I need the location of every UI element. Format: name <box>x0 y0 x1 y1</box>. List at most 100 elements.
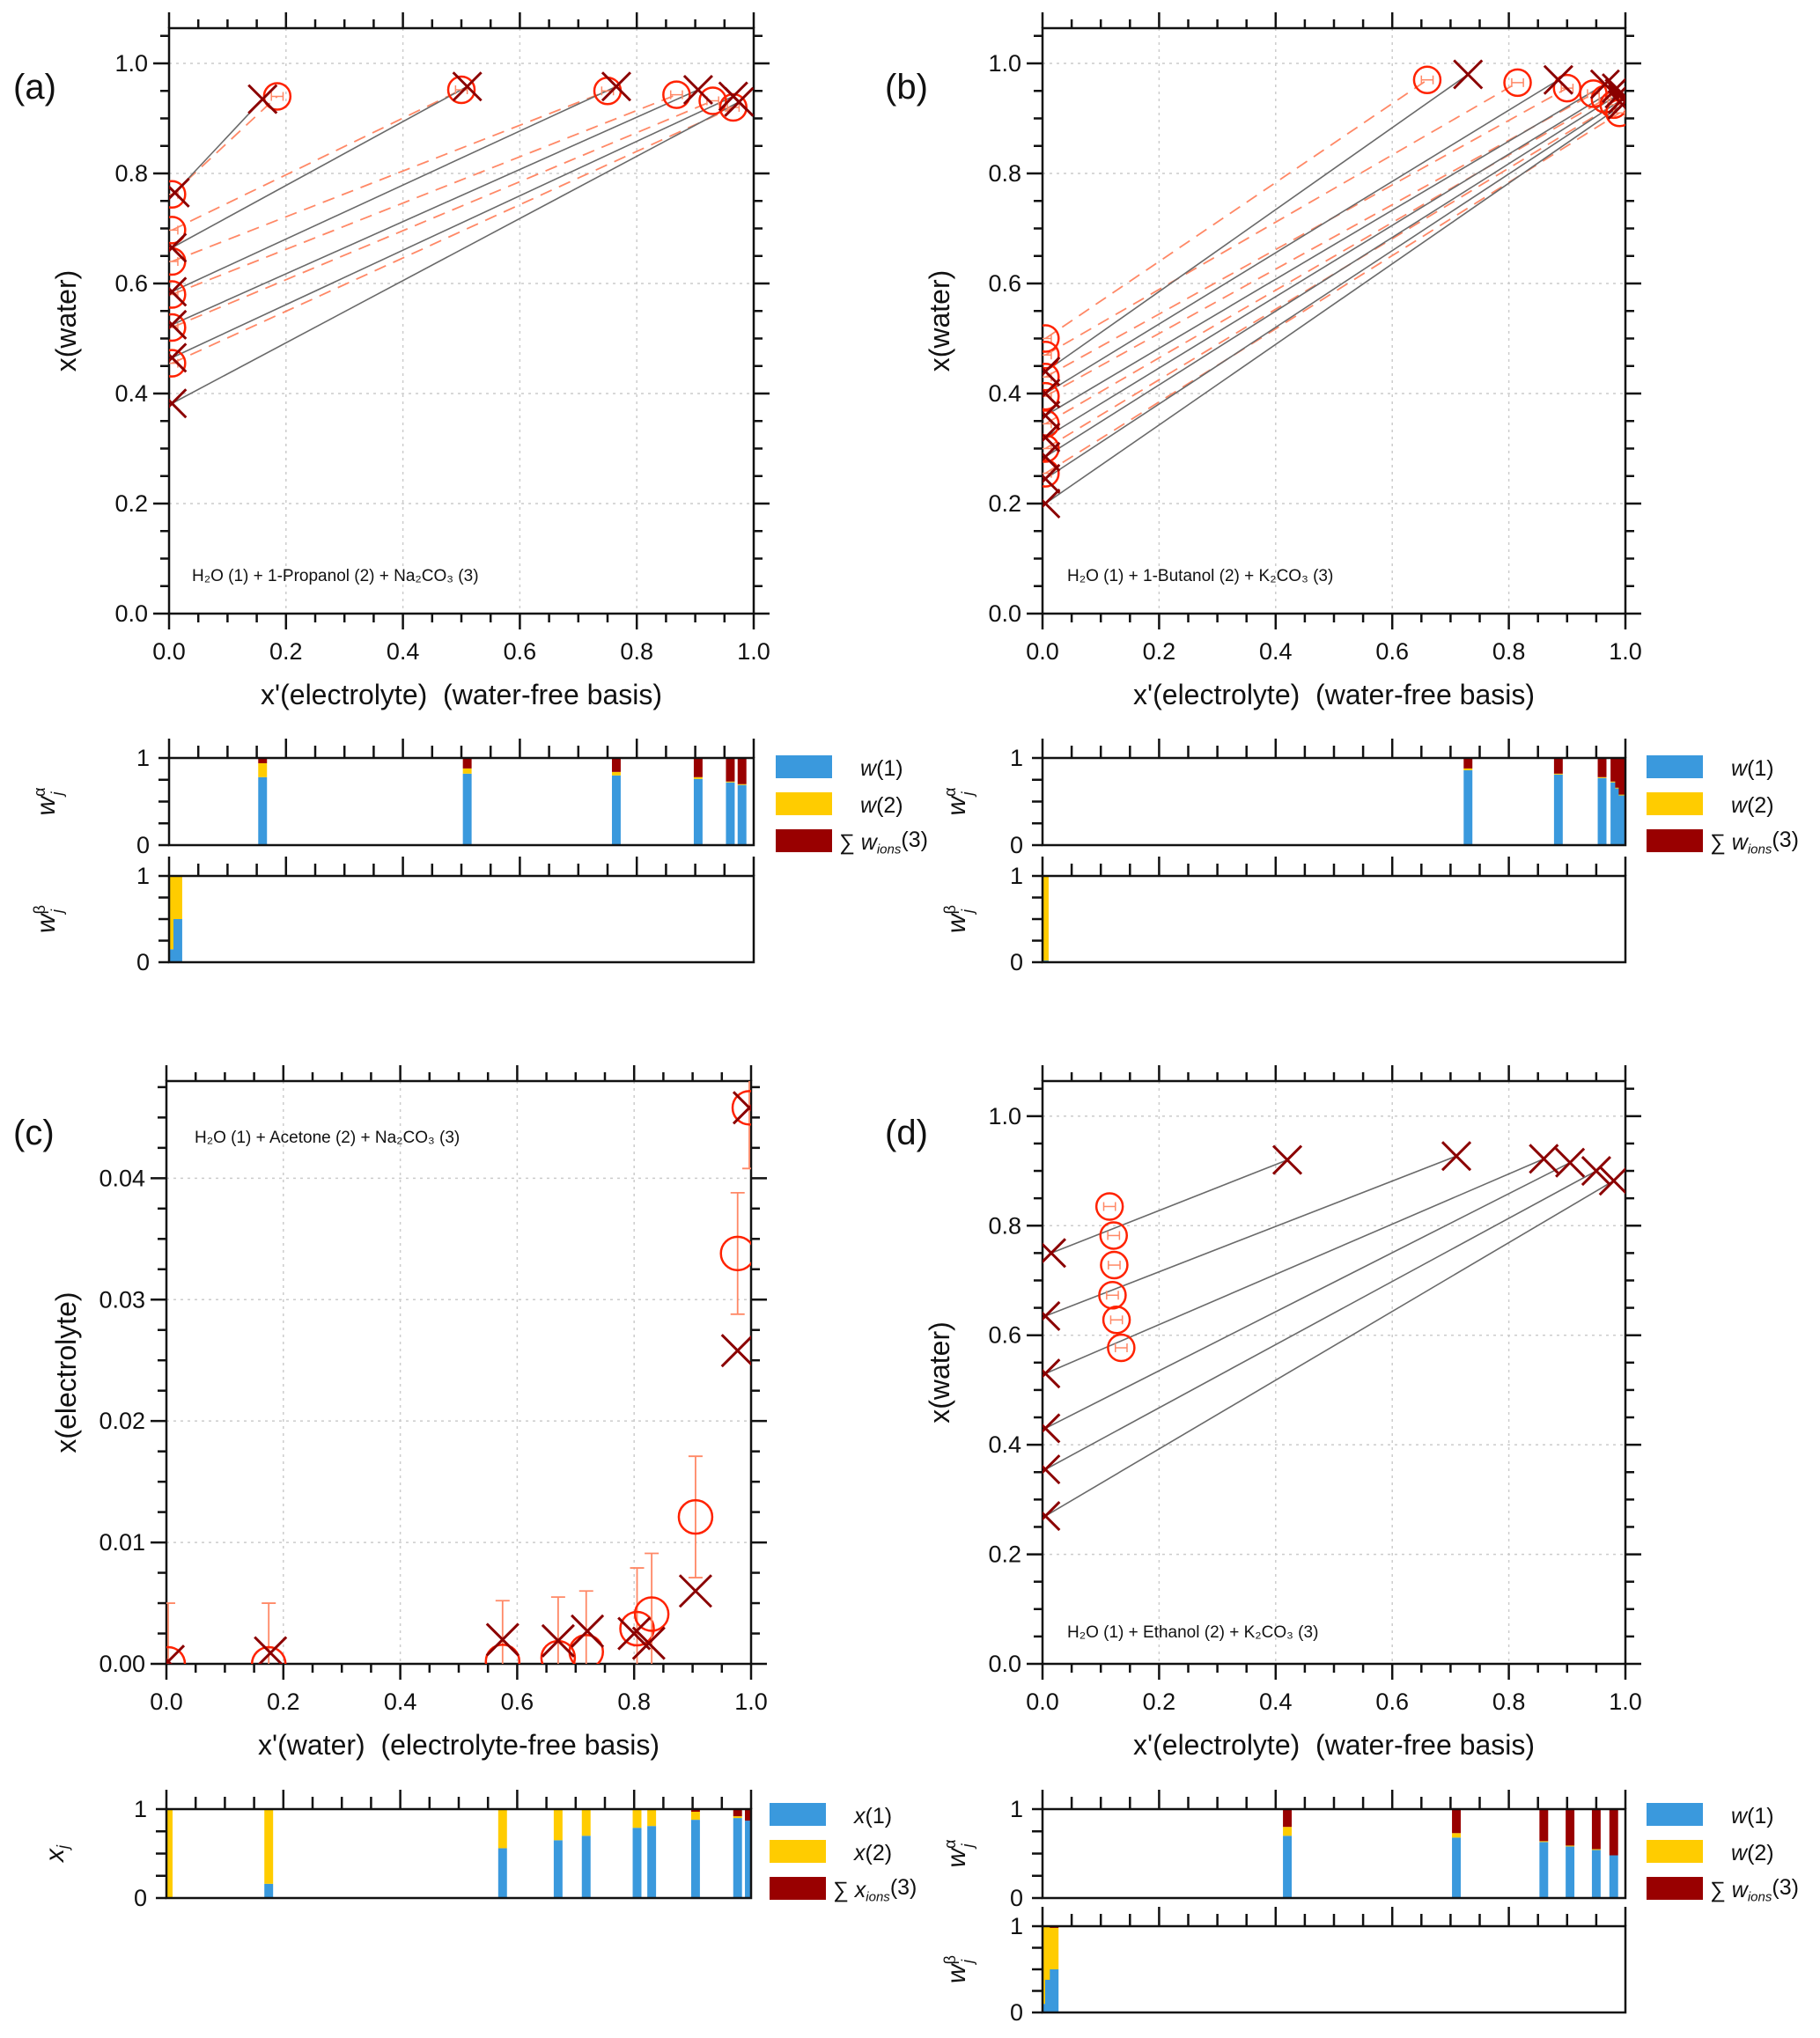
label-sub: ions <box>866 1890 890 1905</box>
cross-stroke <box>1043 422 1061 443</box>
legend-label: ∑ wions(3) <box>1710 828 1799 857</box>
data-layer <box>166 1081 751 1664</box>
bar-ticks <box>1032 857 1627 964</box>
label-sup: β <box>941 905 959 914</box>
bar-layer <box>1283 1809 1618 1898</box>
label-suffix: (1) <box>1747 1804 1774 1828</box>
cross-stroke <box>541 1623 575 1658</box>
model-tie-line <box>171 89 699 326</box>
stacked-bar <box>553 1809 563 1898</box>
y-tick-label: 0.8 <box>114 160 148 187</box>
exp-tie-line <box>1044 79 1428 340</box>
label-sup: α <box>941 1839 959 1848</box>
ticks <box>153 12 770 629</box>
label-base: w <box>861 830 879 855</box>
model-point <box>601 71 632 102</box>
label-base: w <box>860 756 878 781</box>
exp-tie-line <box>1044 82 1518 357</box>
bar-segment-ions <box>611 758 621 772</box>
model-point <box>1043 1500 1061 1532</box>
bar-segment-component-2 <box>1050 1927 1059 1969</box>
model-point <box>1043 463 1061 494</box>
ticks <box>1027 1065 1641 1680</box>
exp-point <box>166 1602 187 1664</box>
label-suffix: (1) <box>876 756 903 781</box>
bar-segment-component-1 <box>1618 795 1625 845</box>
legend-swatch <box>776 792 832 815</box>
label-sub: j <box>48 791 66 798</box>
x-tick-label: 0.2 <box>1143 1689 1176 1715</box>
bar-layer <box>166 1809 751 1898</box>
x-tick-label: 0.2 <box>267 1689 300 1715</box>
exp-circle <box>169 280 187 309</box>
cross-stroke <box>257 1636 288 1664</box>
bar-ticks <box>1032 739 1627 847</box>
label-sub: ions <box>1748 1890 1772 1905</box>
legend-item: w(2) <box>1647 792 1774 818</box>
y-tick-label: 0.01 <box>99 1529 145 1556</box>
model-point <box>169 388 188 419</box>
exp-point <box>633 1552 670 1664</box>
bar-segment-component-2 <box>690 1812 700 1821</box>
panel-b: (b) 0.0 0.2 0.4 0.6 0.8 1.0 0.0 0.2 0.4 0.6 0.8 1.0 x… <box>885 12 1799 975</box>
cross-stroke <box>720 1335 751 1368</box>
exp-circle <box>719 1235 751 1272</box>
bar-segment-ions <box>258 758 268 763</box>
bar-segment-component-2 <box>611 771 621 776</box>
bar-frame <box>167 756 755 847</box>
panel-d: (d) 0.0 0.2 0.4 0.6 0.8 1.0 0.0 0.2 0.4 0.6 0.8 1.0 x… <box>885 1065 1799 2026</box>
model-tie-line <box>1044 1180 1615 1517</box>
label-base: w <box>942 1962 971 1983</box>
bar-segment-ions <box>1591 1809 1601 1850</box>
y-tick-label: 1.0 <box>114 50 148 77</box>
stacked-bar <box>173 876 182 962</box>
legend-item: w(1) <box>1647 755 1774 781</box>
bar-y-axis-title: xj <box>41 1844 71 1864</box>
gridlines <box>166 1081 751 1664</box>
legend-swatch <box>1647 792 1703 815</box>
legend-label: x(2) <box>853 1841 892 1865</box>
stacked-bar <box>1283 1809 1293 1898</box>
model-point <box>1271 1144 1303 1175</box>
model-point <box>1543 64 1573 95</box>
label-sub: ions <box>877 842 902 857</box>
model-point <box>1607 84 1625 114</box>
bar-segment-ions <box>1539 1809 1549 1842</box>
stacked-bar <box>647 1809 657 1898</box>
composition-bars-alpha: 0 1 wαj <box>941 1790 1627 1911</box>
exp-point <box>1100 1250 1129 1280</box>
model-tie-line <box>1044 98 1624 480</box>
cross-stroke <box>1529 1144 1559 1174</box>
exp-circle <box>731 1090 751 1126</box>
cross-stroke <box>601 71 632 102</box>
model-tie-line <box>1045 1155 1457 1317</box>
x-tick-label: 0.2 <box>269 638 303 665</box>
exp-circle <box>169 180 187 209</box>
y-tick-label: 0.8 <box>988 1212 1021 1239</box>
panel-a: (a) 0.0 0.2 0.4 0.6 0.8 1.0 0.0 0.2 0.4 0.6 0.8 1.0 x… <box>13 12 928 975</box>
model-tie-line <box>1044 92 1620 458</box>
model-point <box>452 71 483 102</box>
exp-point <box>1099 1221 1129 1250</box>
bar-segment-component-2 <box>462 768 472 774</box>
model-point <box>485 1622 519 1657</box>
y-tick-label: 0.03 <box>99 1286 145 1313</box>
bar-frame <box>1041 874 1627 964</box>
exp-point <box>677 1455 714 1578</box>
bar-segment-ions <box>1597 758 1607 777</box>
bar-segment-ions <box>1610 758 1620 782</box>
bar-y-tick-label: 0 <box>1010 1999 1023 2026</box>
label-suffix: (2) <box>866 1841 893 1865</box>
exp-point <box>169 349 187 378</box>
bar-segment-component-1 <box>690 1820 700 1898</box>
cross-stroke <box>1043 400 1061 421</box>
bar-y-tick-label: 1 <box>136 745 150 771</box>
panel-c: (c) 0.0 0.2 0.4 0.6 0.8 1.0 0.00 0.01 0.02 0.03 0.0… <box>13 1065 917 1911</box>
composition-bars-alpha: 0 1 wαj <box>941 739 1627 858</box>
legend-swatch <box>770 1840 826 1863</box>
stacked-bar <box>264 1809 274 1898</box>
y-tick-label: 0.2 <box>988 1541 1021 1568</box>
model-tie-line <box>171 95 734 359</box>
bar-segment-component-1 <box>726 782 735 845</box>
